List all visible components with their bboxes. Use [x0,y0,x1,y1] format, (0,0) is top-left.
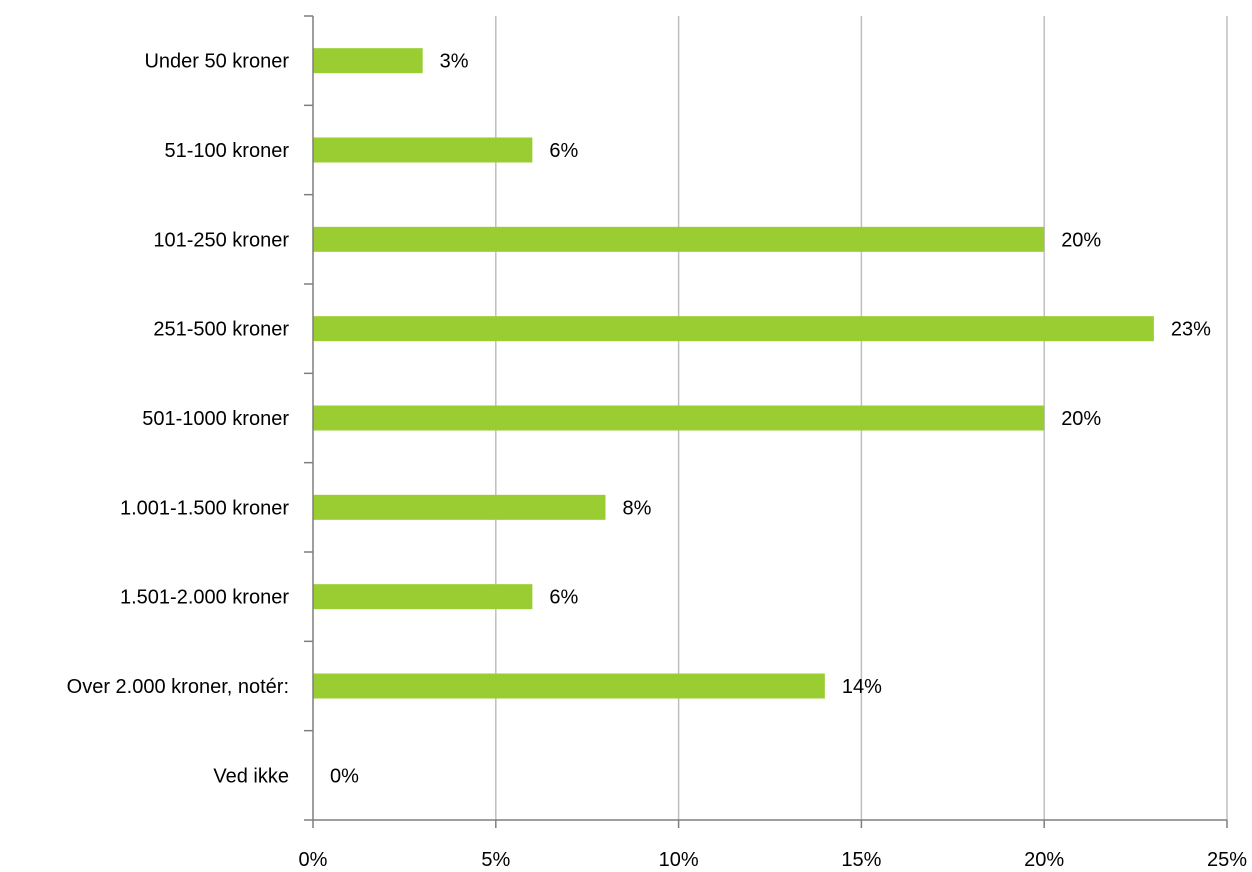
x-tick-label: 10% [659,849,699,871]
data-label: 14% [842,676,882,698]
category-label: 251-500 kroner [153,319,289,341]
data-label: 6% [549,140,578,162]
label-layer: 3% Under 50 kroner 6% 51-100 kroner 20% 101-2… [67,51,1248,871]
bar [313,316,1154,342]
category-label: Over 2.000 kroner, notér: [67,676,289,698]
bar [313,494,606,520]
data-label: 20% [1061,408,1101,430]
bar-layer [313,48,1154,699]
bar [313,226,1045,252]
x-tick-label: 25% [1207,849,1247,871]
data-label: 23% [1171,319,1211,341]
category-label: Under 50 kroner [144,51,289,73]
bar [313,584,533,610]
category-label: 1.501-2.000 kroner [120,587,289,609]
bar [313,673,825,699]
x-tick-label: 20% [1024,849,1064,871]
data-label: 8% [622,497,651,519]
x-tick-label: 5% [481,849,510,871]
x-tick-label: 15% [841,849,881,871]
category-label: Ved ikke [213,765,289,787]
data-label: 3% [440,51,469,73]
data-label: 20% [1061,229,1101,251]
axis-layer [304,15,1228,828]
bar [313,405,1045,431]
bar [313,48,423,74]
data-label: 6% [549,587,578,609]
category-label: 101-250 kroner [153,229,289,251]
category-label: 501-1000 kroner [142,408,289,430]
data-label: 0% [330,765,359,787]
bar [313,137,533,163]
x-tick-label: 0% [299,849,328,871]
category-label: 1.001-1.500 kroner [120,497,289,519]
category-label: 51-100 kroner [164,140,289,162]
